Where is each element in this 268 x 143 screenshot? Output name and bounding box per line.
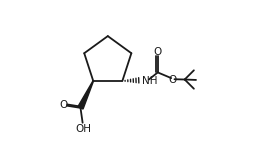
- Text: O: O: [169, 75, 177, 85]
- Text: OH: OH: [75, 124, 91, 134]
- Text: O: O: [59, 100, 68, 110]
- Text: O: O: [154, 47, 162, 57]
- Polygon shape: [78, 81, 94, 109]
- Text: NH: NH: [142, 76, 158, 86]
